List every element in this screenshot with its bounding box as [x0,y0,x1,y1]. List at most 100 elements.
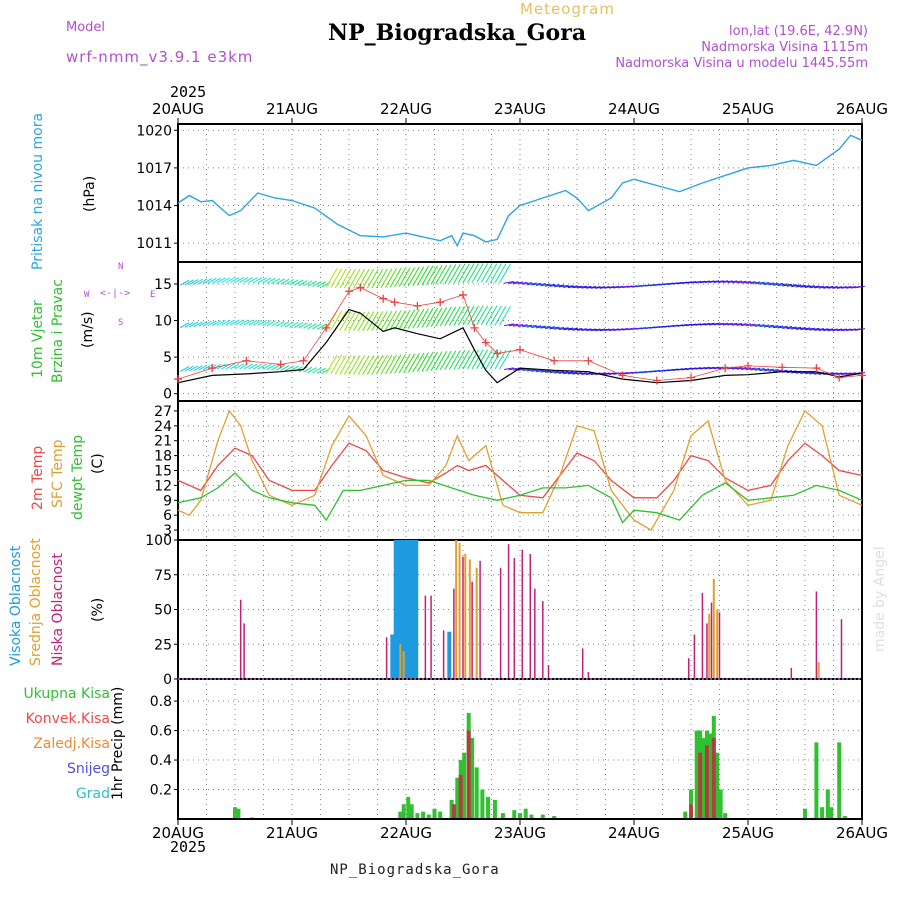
wind-barb [727,280,738,284]
wind-barb [700,322,711,326]
wind-barb [563,371,574,375]
wind-barb [471,349,484,370]
wind-barb [257,319,267,326]
wind-barb [325,268,338,288]
wind-barb [385,310,397,331]
low-cloud-bar [442,630,445,678]
compass-arrows-icon: <-|-> [100,288,131,299]
y-tick-label: 0 [163,387,172,403]
wind-barb [334,268,347,289]
wind-barb [266,320,276,327]
wind-barb [307,367,317,373]
wind-barb [836,286,847,289]
y-tick-label: 1020 [136,123,172,139]
wind-barb [211,320,222,326]
wind-barb [768,369,779,372]
wind-barb [280,321,290,328]
wind-barb [499,263,511,284]
wind-barb [845,285,856,289]
wind-barb [471,263,484,283]
wind-barb [252,363,263,370]
low-cloud-bar [430,595,432,678]
wind-barb [225,363,235,370]
high-cloud-bar [447,631,452,678]
wind-barb [471,305,484,326]
high-cloud-bar [414,540,419,678]
wind-barb [604,372,615,376]
wind-barb [494,263,507,284]
wind-barb [280,365,290,371]
wind-barb [435,264,448,285]
mid-cloud-bar [817,662,820,678]
wind-barb [804,285,815,288]
wind-barb [280,278,290,285]
wind-barb [421,265,434,286]
wind-barb [590,286,601,289]
wind-barb [531,282,542,286]
y-tick-label: 1011 [136,236,172,252]
total-precip-bar [715,752,720,818]
wind-barb [695,280,706,284]
total-precip-bar [689,789,693,818]
x-tick-label-top: 26AUG [836,100,888,118]
wind-barb [522,282,533,285]
wind-barb [513,281,524,285]
model-label: Model [66,20,106,35]
total-precip-bar [474,767,479,818]
wind-barb [590,328,601,332]
high-cloud-bar [404,540,408,678]
sfc-temp-line [177,409,863,531]
mid-cloud-bar [455,540,458,678]
wind-barb [704,322,715,326]
wind-barb [476,349,489,370]
gust-line [177,287,863,381]
y-tick-label: 0.8 [150,694,172,710]
wind-barb [294,322,304,329]
wind-barb [677,281,688,285]
wind-barb [818,328,829,332]
wind-barb [627,285,638,288]
wind-barb [380,310,393,331]
wind-barb [709,366,720,370]
wind-barb [375,354,388,375]
wind-barb [631,327,642,331]
wind-barb [353,355,365,375]
wind-barb [462,263,475,283]
wind-barb [572,328,583,331]
wind-barb [216,363,226,370]
total-precip-bar [421,811,426,818]
wind-barb [855,285,866,289]
wind-barb [271,364,281,371]
wind-barb [750,367,761,371]
wind-barb [608,328,619,332]
wind-barb [198,278,208,285]
wind-barb [380,354,393,375]
conv-precip-bar [711,737,716,818]
wind-barb [239,319,249,326]
wind-barb [754,368,765,371]
wind-barb [462,305,475,326]
wind-barb [385,354,397,375]
wind-barb [677,367,688,371]
wind-barb [558,371,569,374]
wind-barb [713,322,724,326]
wind-barb [786,284,797,287]
wind-barb [339,355,352,375]
wind-barb [344,355,356,375]
wind-barb [257,363,267,370]
wind-barb [207,320,217,327]
low-cloud-bar [790,667,793,678]
x-tick-label-bottom: 20AUG [152,824,204,842]
y-tick-label: 50 [154,603,172,619]
wind-barb [189,279,199,285]
wind-barb [508,367,519,371]
wind-barb [681,281,692,285]
wind-barb [599,286,610,289]
y-tick-label: 1017 [136,161,172,177]
wind-barb [558,327,569,330]
wind-barb [763,368,774,372]
y-tick-label: 6 [163,508,172,524]
wind-barb [362,355,375,375]
wind-barb [759,368,770,372]
wind-barb [476,263,489,283]
